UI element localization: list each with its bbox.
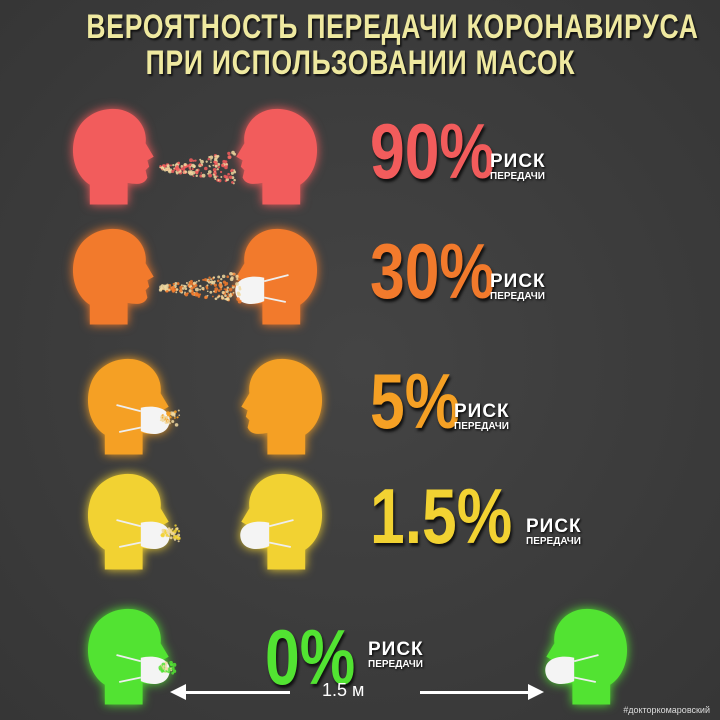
transmission-word: ПЕРЕДАЧИ	[526, 536, 581, 547]
transmission-word: ПЕРЕДАЧИ	[454, 421, 509, 432]
face-mask-icon	[140, 406, 170, 434]
risk-word: РИСК	[526, 516, 582, 537]
distance-arrow-right	[420, 691, 530, 694]
risk-word: РИСК	[490, 151, 546, 172]
risk-percent-0: 0%	[265, 613, 356, 701]
face-mask-icon	[240, 521, 270, 549]
face-mask-icon	[235, 276, 265, 304]
arrowhead-right-icon	[528, 684, 544, 700]
title-line-1: ВЕРОЯТНОСТЬ ПЕРЕДАЧИ КОРОНАВИРУСА	[86, 8, 699, 46]
speaker-head-icon	[87, 473, 170, 570]
transmission-word: ПЕРЕДАЧИ	[490, 171, 545, 182]
risk-label: РИСК ПЕРЕДАЧИ	[490, 272, 546, 302]
listener-head-icon	[235, 228, 318, 325]
risk-label: РИСК ПЕРЕДАЧИ	[454, 402, 510, 432]
watermark: #докторкомаровский	[623, 705, 710, 715]
title-line-2: ПРИ ИСПОЛЬЗОВАНИИ МАСОК	[145, 44, 575, 82]
listener-head-icon	[545, 608, 628, 705]
face-mask-icon	[140, 521, 170, 549]
risk-percent-1.5%: 1.5%	[370, 472, 513, 560]
listener-head-icon	[240, 473, 323, 570]
risk-percent-90%: 90%	[370, 107, 495, 195]
speaker-head-icon	[87, 358, 170, 455]
risk-word: РИСК	[490, 271, 546, 292]
risk-percent-5%: 5%	[370, 357, 461, 445]
risk-label: РИСК ПЕРЕДАЧИ	[526, 517, 582, 547]
risk-label-0: РИСК ПЕРЕДАЧИ	[368, 639, 424, 670]
transmission-word: ПЕРЕДАЧИ	[490, 291, 545, 302]
risk-label: РИСК ПЕРЕДАЧИ	[490, 152, 546, 182]
risk-word: РИСК	[454, 401, 510, 422]
arrowhead-left-icon	[170, 684, 186, 700]
risk-percent-30%: 30%	[370, 227, 495, 315]
distance-label: 1.5 м	[322, 680, 365, 700]
face-mask-icon	[545, 656, 575, 684]
distance-arrow-left	[180, 691, 290, 694]
